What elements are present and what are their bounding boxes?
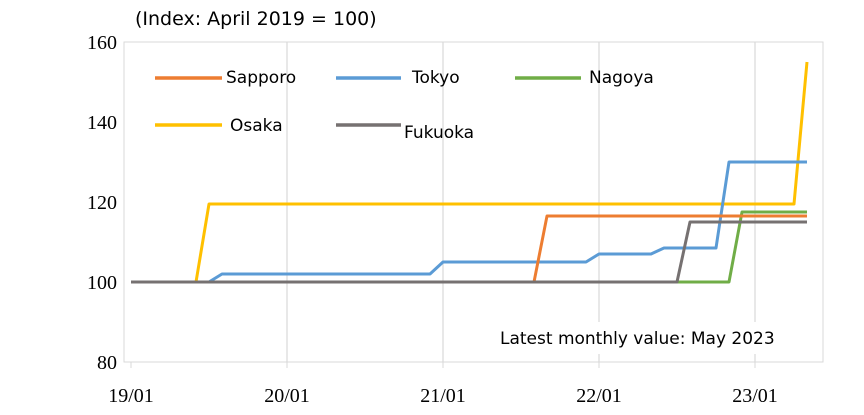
x-tick-label: 21/01 — [420, 385, 466, 407]
legend-label-fukuoka: Fukuoka — [404, 123, 474, 143]
note-box — [493, 322, 815, 354]
y-tick-label: 160 — [87, 32, 117, 54]
x-tick-label: 23/01 — [732, 385, 778, 407]
plot-area — [123, 41, 824, 363]
x-tick-label: 19/01 — [108, 385, 154, 407]
legend-label-sapporo: Sapporo — [226, 68, 296, 88]
legend-label-tokyo: Tokyo — [411, 68, 460, 88]
legend-label-nagoya: Nagoya — [589, 68, 654, 88]
series-line-tokyo — [131, 160, 807, 284]
y-tick-label: 100 — [87, 272, 117, 294]
y-tick-label: 80 — [97, 352, 117, 374]
series-line-fukuoka — [131, 220, 807, 284]
y-tick-label: 140 — [87, 112, 117, 134]
x-tick-label: 22/01 — [576, 385, 622, 407]
legend-label-osaka: Osaka — [230, 116, 283, 136]
y-tick-label: 120 — [87, 192, 117, 214]
x-tick-label: 20/01 — [264, 385, 310, 407]
unit-label: (Index: April 2019 = 100) — [135, 8, 377, 30]
latest-value-note: Latest monthly value: May 2023 — [500, 329, 775, 349]
